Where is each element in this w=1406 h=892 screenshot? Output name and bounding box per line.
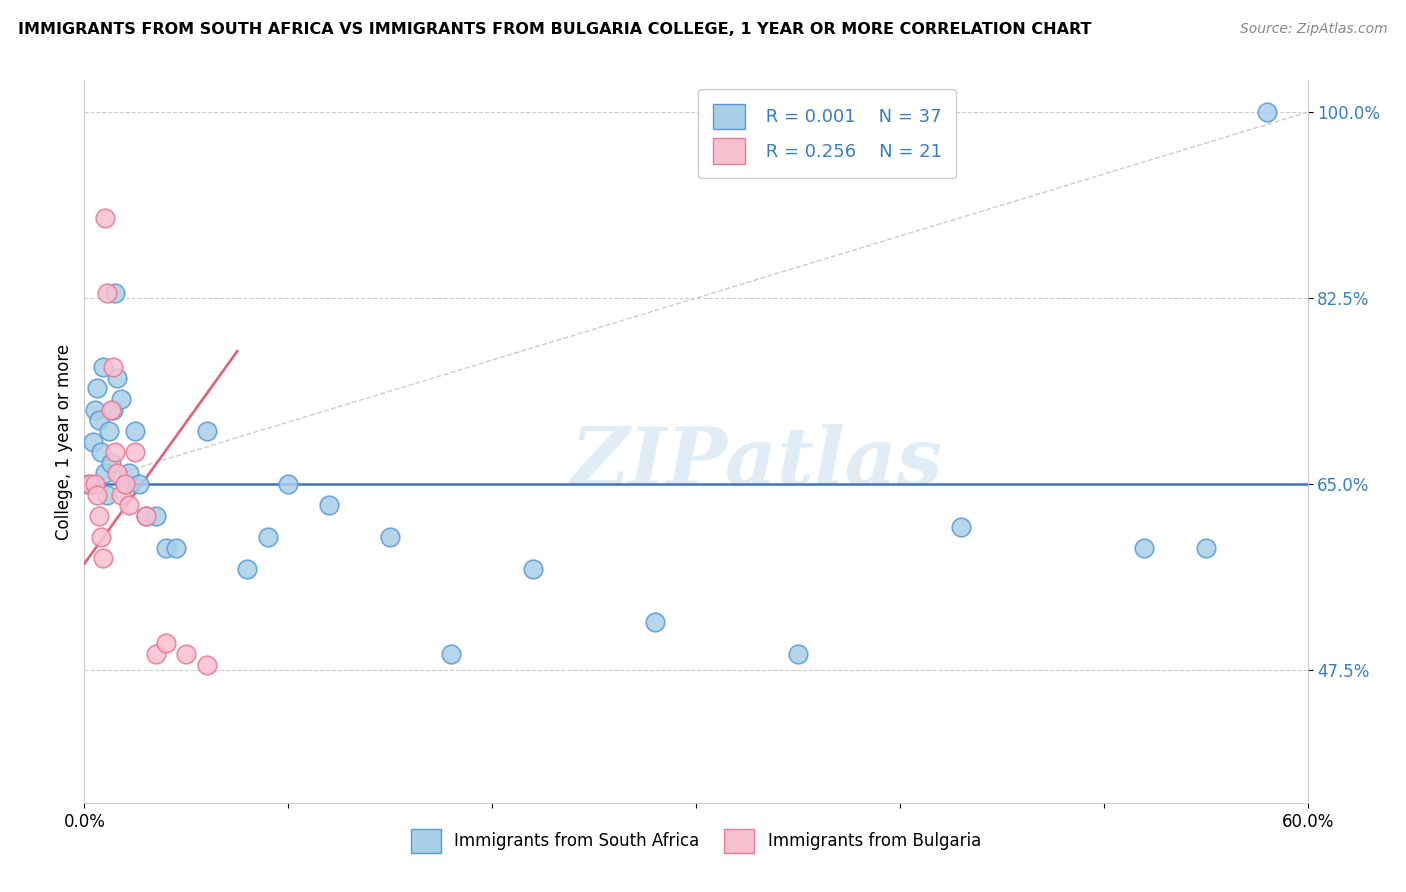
- Legend: Immigrants from South Africa, Immigrants from Bulgaria: Immigrants from South Africa, Immigrants…: [404, 822, 988, 860]
- Point: [105, 371, 128, 385]
- Point: [135, 508, 157, 523]
- Point: [124, 424, 146, 438]
- Point: [114, 477, 136, 491]
- Point: [91, 360, 114, 375]
- Point: [96, 488, 118, 502]
- Point: [104, 445, 127, 459]
- Point: [105, 467, 128, 481]
- Point: [97, 424, 120, 438]
- Point: [195, 657, 218, 672]
- Point: [90, 445, 112, 459]
- Point: [96, 285, 118, 300]
- Point: [86, 488, 108, 502]
- Point: [110, 392, 132, 406]
- Point: [86, 381, 108, 395]
- Point: [124, 445, 146, 459]
- Point: [83, 402, 105, 417]
- Point: [155, 636, 177, 650]
- Point: [79, 477, 101, 491]
- Point: [257, 530, 280, 544]
- Point: [101, 360, 124, 375]
- Point: [90, 530, 112, 544]
- Point: [82, 434, 104, 449]
- Point: [118, 498, 141, 512]
- Point: [277, 477, 299, 491]
- Point: [236, 562, 259, 576]
- Y-axis label: College, 1 year or more: College, 1 year or more: [55, 343, 73, 540]
- Point: [91, 551, 114, 566]
- Point: [87, 413, 110, 427]
- Point: [165, 541, 187, 555]
- Point: [1256, 105, 1278, 120]
- Point: [101, 402, 124, 417]
- Point: [77, 477, 100, 491]
- Point: [787, 647, 810, 661]
- Point: [195, 424, 218, 438]
- Point: [135, 508, 157, 523]
- Point: [644, 615, 666, 630]
- Point: [155, 541, 177, 555]
- Point: [93, 467, 115, 481]
- Text: ZIPatlas: ZIPatlas: [571, 425, 943, 502]
- Point: [440, 647, 463, 661]
- Point: [318, 498, 340, 512]
- Text: IMMIGRANTS FROM SOUTH AFRICA VS IMMIGRANTS FROM BULGARIA COLLEGE, 1 YEAR OR MORE: IMMIGRANTS FROM SOUTH AFRICA VS IMMIGRAN…: [18, 22, 1092, 37]
- Point: [118, 467, 141, 481]
- Point: [87, 508, 110, 523]
- Point: [114, 477, 136, 491]
- Point: [145, 647, 167, 661]
- Point: [522, 562, 544, 576]
- Point: [83, 477, 105, 491]
- Point: [174, 647, 197, 661]
- Point: [380, 530, 402, 544]
- Point: [128, 477, 150, 491]
- Point: [1195, 541, 1218, 555]
- Point: [93, 211, 115, 226]
- Point: [950, 519, 973, 533]
- Point: [1133, 541, 1156, 555]
- Point: [100, 402, 122, 417]
- Point: [145, 508, 167, 523]
- Text: Source: ZipAtlas.com: Source: ZipAtlas.com: [1240, 22, 1388, 37]
- Point: [104, 285, 127, 300]
- Point: [100, 456, 122, 470]
- Point: [110, 488, 132, 502]
